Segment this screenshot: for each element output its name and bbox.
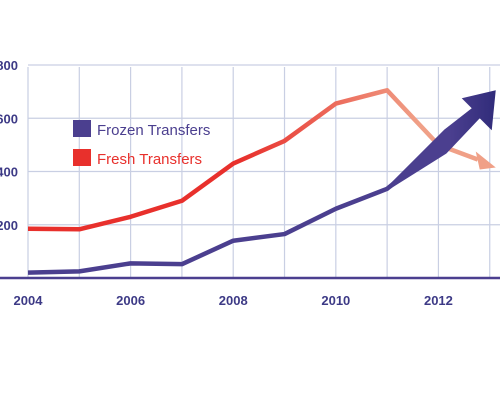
x-tick-label: 2006 xyxy=(116,293,145,308)
x-tick-label: 2012 xyxy=(424,293,453,308)
legend-swatch-frozen xyxy=(73,120,91,137)
arrowhead-fresh-transfers xyxy=(476,152,496,170)
legend-label-frozen: Frozen Transfers xyxy=(97,122,210,139)
x-tick-label: 2010 xyxy=(321,293,350,308)
x-tick-label: 2004 xyxy=(14,293,44,308)
y-tick-label: 400 xyxy=(0,165,18,180)
y-tick-label: 200 xyxy=(0,218,18,233)
grid xyxy=(28,65,500,278)
series xyxy=(28,90,496,272)
y-tick-label: 600 xyxy=(0,111,18,126)
legend-swatch-fresh xyxy=(73,149,91,166)
x-tick-label: 2008 xyxy=(219,293,248,308)
legend: Frozen Transfers Fresh Transfers xyxy=(73,120,210,168)
y-tick-label: 800 xyxy=(0,58,18,73)
legend-label-fresh: Fresh Transfers xyxy=(97,151,202,168)
